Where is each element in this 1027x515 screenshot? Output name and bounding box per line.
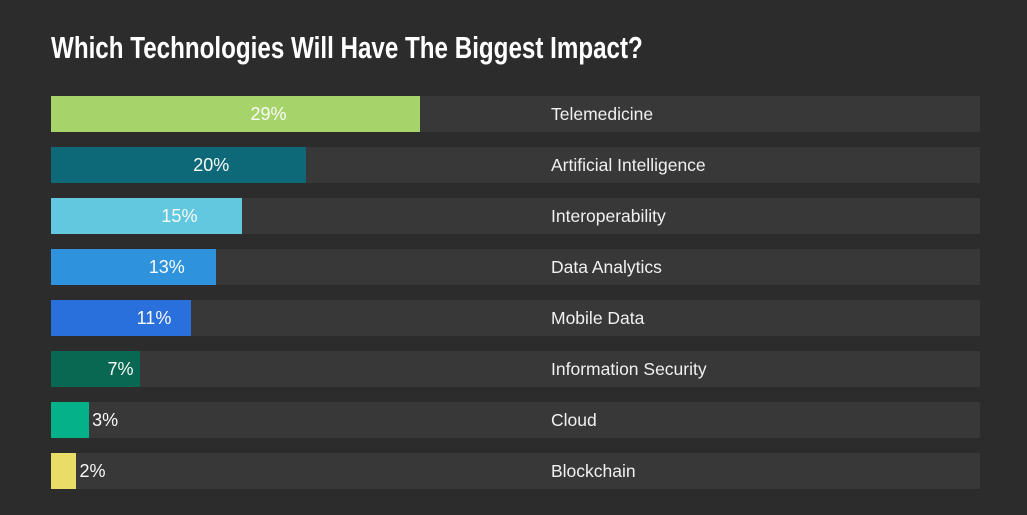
bar-value-label: 13% xyxy=(148,256,185,277)
bar-category-label: Mobile Data xyxy=(551,307,645,328)
bar-chart: 29% Telemedicine 20% Artificial Intelligenc… xyxy=(51,95,980,489)
bar-row: 2% Blockchain xyxy=(51,452,980,489)
bar-row: 7% Information Security xyxy=(51,350,980,387)
bar-fill xyxy=(51,95,421,132)
bar-row: 15% Interoperability xyxy=(51,197,980,234)
bar-category-label: Telemedicine xyxy=(551,103,654,124)
bar-category-label: Information Security xyxy=(551,358,707,379)
bar-category-label: Blockchain xyxy=(551,460,636,481)
bar-row: 20% Artificial Intelligence xyxy=(51,146,980,183)
bar-fill xyxy=(51,197,242,234)
bar-fill xyxy=(51,299,191,336)
bar-fill xyxy=(51,248,217,285)
bar-row: 29% Telemedicine xyxy=(51,95,980,132)
bar-value-label: 7% xyxy=(107,358,134,379)
bar-row: 11% Mobile Data xyxy=(51,299,980,336)
bar-value-label: 11% xyxy=(136,307,172,328)
bar-category-label: Data Analytics xyxy=(551,256,662,277)
bar-fill xyxy=(51,452,77,489)
bar-value-label: 29% xyxy=(250,103,287,124)
bar-category-label: Cloud xyxy=(551,409,597,430)
bar-value-label: 3% xyxy=(92,409,119,430)
bar-value-label: 20% xyxy=(193,154,230,175)
bar-value-label: 2% xyxy=(79,460,106,481)
bar-category-label: Artificial Intelligence xyxy=(551,154,706,175)
bar-value-label: 15% xyxy=(161,205,198,226)
bar-row: 13% Data Analytics xyxy=(51,248,980,285)
bar-category-label: Interoperability xyxy=(551,205,666,226)
bar-row: 3% Cloud xyxy=(51,401,980,438)
bar-fill xyxy=(51,350,141,387)
chart-title: Which Technologies Will Have The Biggest… xyxy=(51,30,643,65)
bar-fill xyxy=(51,146,306,183)
bar-fill xyxy=(51,401,90,438)
